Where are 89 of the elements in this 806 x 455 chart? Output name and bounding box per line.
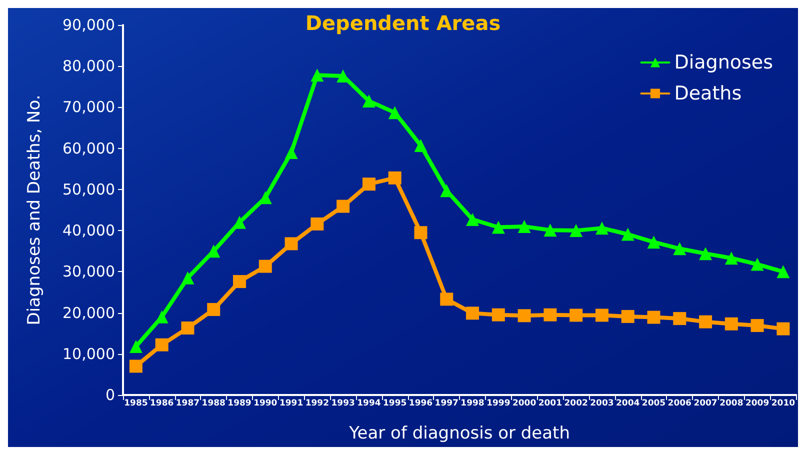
point: [440, 292, 454, 306]
point: [414, 226, 428, 240]
point: [233, 275, 246, 288]
point: [129, 340, 142, 353]
x-tick-label: 1997: [434, 398, 459, 408]
y-tick-label: 50,000: [62, 180, 115, 198]
point: [724, 252, 738, 265]
point: [233, 216, 246, 229]
point: [362, 94, 376, 108]
point: [544, 308, 557, 322]
legend-label: Diagnoses: [674, 52, 774, 74]
point: [647, 310, 660, 324]
y-axis-title: Diagnoses and Deaths, No.: [24, 94, 44, 326]
point: [181, 321, 194, 334]
y-tick-label: 60,000: [62, 139, 115, 158]
point: [570, 308, 583, 322]
chart-title: Dependent Areas: [305, 11, 501, 35]
x-tick-label: 2004: [616, 398, 640, 408]
point: [621, 228, 634, 241]
x-tick-label: 1994: [357, 398, 381, 408]
point: [647, 236, 660, 249]
x-tick-label: 1991: [279, 398, 304, 408]
x-tick-label: 2009: [745, 398, 770, 408]
point: [310, 68, 324, 82]
x-tick-label: 2005: [642, 398, 666, 408]
x-tick-label: 1985: [124, 398, 148, 408]
point: [776, 322, 790, 336]
x-tick-label: 2002: [564, 398, 588, 408]
point: [595, 222, 608, 235]
point: [673, 312, 686, 326]
point: [155, 310, 168, 324]
point: [181, 271, 194, 284]
point: [362, 178, 376, 191]
x-tick-label: 2003: [590, 398, 614, 408]
x-tick-label: 1989: [228, 398, 252, 408]
x-tick-label: 2008: [720, 398, 744, 408]
x-tick-label: 1993: [331, 398, 355, 408]
point: [750, 258, 764, 271]
point: [699, 315, 712, 328]
point: [544, 224, 557, 237]
point: [621, 310, 634, 323]
x-axis-title: Year of diagnosis or death: [348, 424, 570, 444]
x-tick-label: 2001: [538, 398, 562, 408]
y-tick-label: 20,000: [62, 304, 115, 322]
x-tick-label: 1998: [460, 398, 484, 408]
y-tick-label: 40,000: [62, 222, 115, 240]
point: [310, 217, 324, 230]
x-tick-label: 1999: [486, 398, 510, 408]
point: [284, 146, 298, 159]
point: [414, 138, 428, 152]
point: [466, 306, 480, 320]
point: [207, 302, 220, 316]
point: [155, 338, 168, 352]
point: [699, 247, 712, 260]
x-tick-label: 2007: [694, 398, 718, 408]
point: [724, 317, 738, 330]
y-tick-label: 30,000: [62, 262, 115, 281]
x-tick-label: 1990: [254, 398, 278, 408]
y-tick-label: 0: [105, 386, 115, 404]
legend-label: Deaths: [674, 82, 742, 104]
x-tick-label: 1996: [408, 398, 433, 408]
y-tick-label: 90,000: [62, 16, 115, 34]
x-tick-label: 2010: [771, 398, 796, 408]
point: [492, 308, 505, 322]
y-tick-label: 70,000: [62, 98, 115, 116]
point: [284, 237, 298, 250]
point: [388, 106, 402, 120]
x-tick-label: 2006: [668, 398, 692, 408]
point: [595, 308, 608, 322]
x-tick-label: 1988: [202, 398, 226, 408]
x-tick-label: 1995: [383, 398, 407, 408]
point: [258, 260, 272, 273]
point: [570, 224, 583, 238]
x-tick-label: 2000: [512, 398, 536, 408]
point: [466, 212, 480, 226]
y-tick-label: 10,000: [62, 344, 115, 363]
point: [518, 220, 531, 233]
point: [518, 309, 531, 322]
point: [336, 200, 350, 213]
y-tick-label: 80,000: [62, 57, 115, 76]
x-tick-label: 1986: [150, 398, 174, 408]
point: [750, 319, 764, 332]
x-tick-label: 1992: [305, 398, 330, 408]
point: [388, 171, 402, 184]
point: [776, 265, 790, 278]
point: [673, 242, 686, 256]
point: [492, 220, 505, 234]
x-tick-label: 1987: [176, 398, 200, 408]
point: [129, 360, 142, 373]
